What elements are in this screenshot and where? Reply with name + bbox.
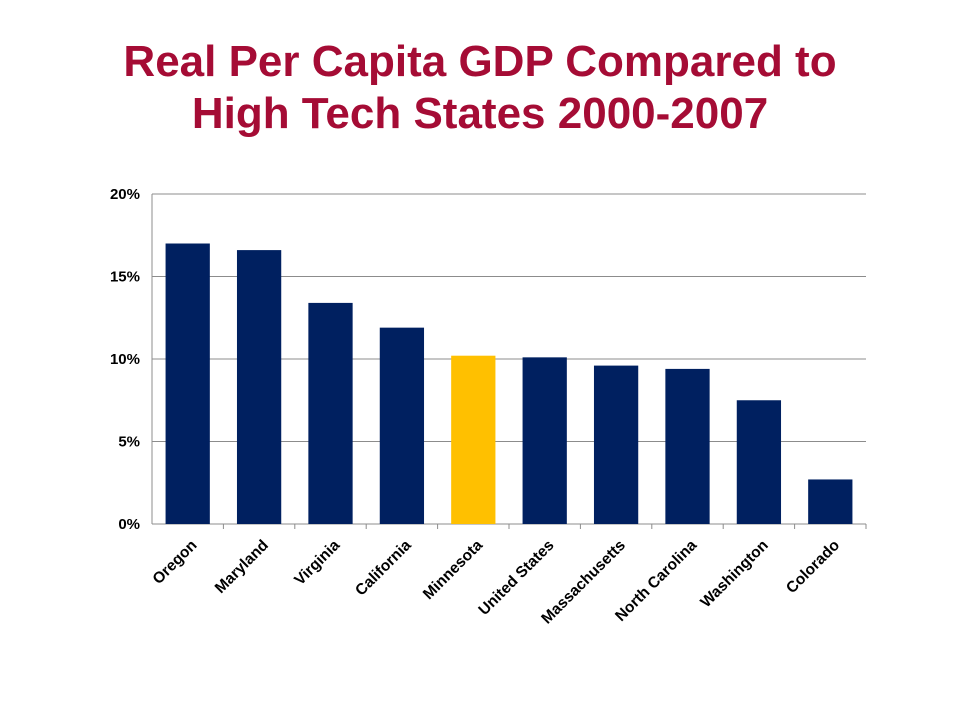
x-tick-label: Oregon — [150, 537, 201, 588]
x-tick-label: Washington — [697, 537, 771, 611]
x-tick-label: Minnesota — [420, 537, 486, 603]
y-tick-label: 15% — [110, 269, 140, 286]
y-tick-label: 0% — [118, 516, 140, 533]
y-tick-label: 5% — [118, 434, 140, 451]
x-tick-label: Maryland — [212, 537, 272, 597]
bar-colorado — [808, 479, 853, 524]
bar-virginia — [308, 302, 353, 524]
y-tick-label: 20% — [110, 186, 140, 203]
bar-oregon — [165, 243, 210, 524]
bar-california — [379, 327, 425, 524]
y-tick-label: 10% — [110, 351, 140, 368]
chart-title-line-2: High Tech States 2000-2007 — [191, 89, 769, 138]
bar-washington — [736, 400, 782, 524]
bar-maryland — [236, 250, 282, 524]
chart-title-line-1: Real Per Capita GDP Compared to — [123, 37, 837, 86]
x-tick-label: Colorado — [783, 537, 843, 597]
x-tick-label: Virginia — [291, 537, 343, 589]
bar-massachusetts — [593, 365, 639, 524]
chart-title: Real Per Capita GDP Compared to High Tec… — [0, 36, 960, 140]
bar-minnesota — [451, 355, 496, 524]
x-tick-label: United States — [475, 537, 557, 619]
bar-united-states — [522, 357, 567, 524]
x-tick-label: California — [352, 537, 415, 600]
bar-north-carolina — [665, 368, 710, 524]
